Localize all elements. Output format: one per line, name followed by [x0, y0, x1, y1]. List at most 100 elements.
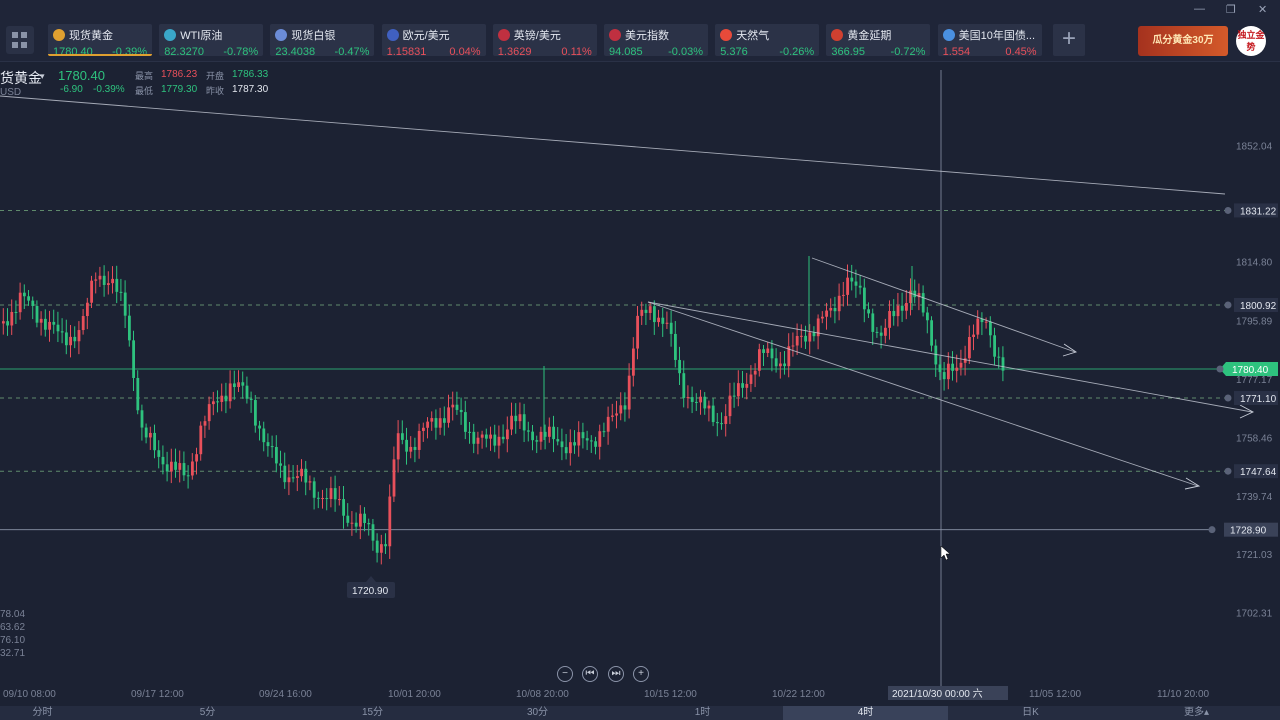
candle-body [422, 427, 425, 431]
apps-grid-icon[interactable] [6, 26, 34, 54]
timeframe-3[interactable]: 30分 [526, 707, 549, 718]
instrument-name[interactable]: 货黄金 [0, 70, 42, 86]
candle-body [329, 488, 333, 500]
candle-body [165, 464, 169, 472]
low-marker-label: 1720.90 [352, 586, 389, 597]
candle-body [632, 348, 635, 376]
candle-body [627, 375, 631, 410]
timeframe-0[interactable]: 分时 [32, 707, 53, 718]
candle-body [779, 363, 782, 367]
candle-body [590, 440, 593, 442]
candle-body [703, 396, 707, 409]
ticker-5[interactable]: 美元指数 94.085 -0.03% [604, 24, 708, 56]
candle-body [338, 499, 341, 501]
bell-icon[interactable] [1208, 526, 1216, 534]
candle-body [2, 321, 5, 324]
candle-body [623, 405, 627, 410]
candle-body [384, 544, 387, 547]
ticker-pct: -0.78% [223, 46, 259, 56]
arrow-head-icon [1239, 404, 1255, 419]
candle-body [543, 431, 547, 437]
ticker-2[interactable]: 现货白银 23.4038 -0.47% [270, 24, 375, 56]
candle-body [178, 463, 182, 470]
x-tick-label: 09/17 12:00 [131, 689, 184, 700]
bell-icon[interactable] [1216, 365, 1224, 373]
zoom-out-button[interactable]: − [557, 666, 573, 682]
candle-body [182, 463, 186, 476]
candle-body [581, 432, 585, 439]
candle-body [161, 456, 165, 465]
close-icon[interactable]: ✕ [1258, 4, 1268, 16]
candle-body [858, 285, 862, 288]
candle-body [493, 434, 497, 446]
ticker-name: 现货白银 [291, 30, 336, 42]
timeframe-7[interactable]: 更多▴ [1183, 707, 1210, 718]
candle-body [375, 540, 379, 553]
gold-bar-icon [831, 29, 844, 41]
bell-icon[interactable] [1224, 394, 1232, 402]
timeframe-6[interactable]: 日K [1022, 707, 1039, 718]
quote-header: 货黄金 ▾ 1780.40 USD -6.90 -0.39% 最高 1786.2… [0, 66, 300, 100]
candle-body [279, 463, 282, 466]
candle-body [808, 332, 812, 342]
x-tick-label: 09/10 08:00 [3, 689, 56, 700]
candle-body [258, 425, 261, 429]
prev-close-label: 昨收 [206, 86, 225, 96]
ticker-pct: -0.26% [779, 46, 815, 56]
ticker-0[interactable]: 现货黄金 1780.40 -0.39% [48, 24, 152, 56]
candle-body [594, 441, 597, 447]
ticker-7[interactable]: 黄金延期 366.95 -0.72% [826, 24, 931, 56]
candle-body [636, 315, 639, 349]
candle-body [249, 398, 253, 401]
candle-body [270, 446, 274, 448]
timeframe-1[interactable]: 5分 [199, 707, 216, 718]
candle-body [871, 313, 875, 332]
scroll-end-button[interactable]: ⏭ [608, 666, 624, 682]
chevron-down-icon[interactable]: ▾ [40, 71, 45, 81]
arrow-head-icon [1062, 343, 1078, 357]
ticker-4[interactable]: 英镑/美元 1.3629 0.11% [492, 24, 597, 56]
candle-body [829, 307, 833, 311]
candle-body [317, 497, 320, 499]
y-tick-label: 1721.03 [1236, 550, 1273, 561]
candle-body [119, 291, 123, 293]
scroll-start-button[interactable]: ⏮ [582, 666, 598, 682]
ticker-price: 1.554 [942, 46, 971, 56]
ticker-1[interactable]: WTI原油 82.3270 -0.78% [159, 24, 264, 56]
open-value: 1786.33 [232, 69, 269, 80]
ticker-8[interactable]: 美国10年国债... 1.554 0.45% [937, 24, 1042, 56]
ticker-3[interactable]: 欧元/美元 1.15831 0.04% [381, 24, 486, 56]
candle-body [224, 395, 228, 402]
promo-banner[interactable]: 瓜分黄金30万 [1138, 26, 1228, 56]
current-price: 1780.40 [58, 68, 105, 83]
candle-body [73, 336, 77, 342]
candle-body [476, 437, 480, 444]
add-ticker-button[interactable]: + [1053, 24, 1085, 56]
bell-icon[interactable] [1224, 206, 1232, 214]
candle-body [312, 481, 316, 498]
flag-us-icon [609, 29, 621, 41]
candle-body [325, 498, 329, 500]
zoom-in-button[interactable]: + [633, 666, 649, 682]
candle-body [10, 311, 14, 326]
restore-icon[interactable]: ❐ [1226, 4, 1236, 16]
candle-body [153, 432, 156, 451]
bell-icon[interactable] [1224, 301, 1232, 309]
ticker-6[interactable]: 天然气 5.376 -0.26% [715, 24, 820, 56]
minimize-icon[interactable]: — [1194, 3, 1205, 15]
timeframe-5[interactable]: 4时 [783, 706, 948, 720]
candle-body [321, 498, 324, 500]
candle-body [275, 447, 278, 464]
timeframe-2[interactable]: 15分 [361, 707, 384, 718]
candle-body [678, 359, 681, 374]
timeframe-4[interactable]: 1时 [694, 707, 711, 718]
candle-body [409, 446, 413, 452]
candle-body [480, 434, 484, 438]
candle-body [821, 316, 824, 319]
candle-body [766, 348, 770, 353]
bell-icon[interactable] [1224, 467, 1232, 475]
ticker-pct: 0.45% [1005, 46, 1037, 56]
candle-body [94, 279, 98, 281]
candle-body [531, 431, 534, 441]
